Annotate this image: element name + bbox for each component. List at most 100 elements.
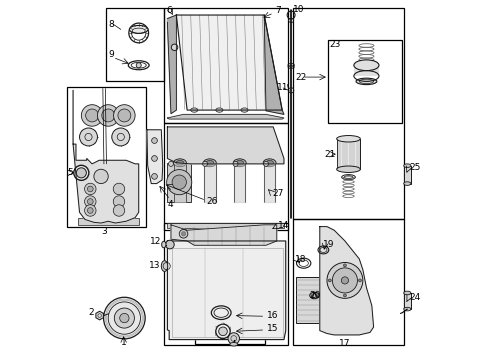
Circle shape <box>172 175 186 189</box>
Polygon shape <box>176 15 282 110</box>
Text: 1: 1 <box>121 338 126 347</box>
Text: 21: 21 <box>324 150 335 159</box>
Text: 22: 22 <box>295 73 306 82</box>
Ellipse shape <box>353 60 378 71</box>
Ellipse shape <box>218 327 227 336</box>
Text: 20: 20 <box>309 291 321 300</box>
Ellipse shape <box>241 108 247 112</box>
Ellipse shape <box>176 161 183 165</box>
Ellipse shape <box>263 159 276 167</box>
Circle shape <box>358 279 361 282</box>
Circle shape <box>94 169 108 184</box>
Text: 27: 27 <box>271 189 283 198</box>
Ellipse shape <box>215 108 223 112</box>
Ellipse shape <box>136 63 141 68</box>
Bar <box>404 166 410 184</box>
Circle shape <box>165 240 174 249</box>
Polygon shape <box>167 15 176 114</box>
Text: 24: 24 <box>408 293 420 302</box>
Text: 4: 4 <box>167 199 173 208</box>
Text: 19: 19 <box>323 240 334 249</box>
Circle shape <box>151 138 157 143</box>
Polygon shape <box>167 241 285 339</box>
Circle shape <box>328 279 330 282</box>
Bar <box>167 163 190 202</box>
Circle shape <box>168 161 173 166</box>
Ellipse shape <box>336 166 360 172</box>
Bar <box>78 218 139 225</box>
Bar <box>195 303 265 343</box>
Text: 9: 9 <box>108 50 114 59</box>
Ellipse shape <box>265 161 273 165</box>
Polygon shape <box>147 130 163 184</box>
Circle shape <box>166 170 191 195</box>
Ellipse shape <box>235 161 243 165</box>
Circle shape <box>103 297 145 339</box>
Ellipse shape <box>403 291 410 295</box>
Bar <box>353 65 378 76</box>
Circle shape <box>102 109 115 122</box>
Ellipse shape <box>161 261 167 271</box>
Circle shape <box>87 199 93 204</box>
Polygon shape <box>319 226 373 335</box>
Ellipse shape <box>190 108 198 112</box>
Circle shape <box>84 205 96 216</box>
Bar <box>172 248 282 337</box>
Bar <box>106 8 163 81</box>
Circle shape <box>113 105 135 126</box>
Ellipse shape <box>229 342 237 346</box>
Circle shape <box>84 183 96 195</box>
Circle shape <box>202 161 207 166</box>
Ellipse shape <box>74 165 89 180</box>
Circle shape <box>87 186 93 192</box>
Ellipse shape <box>171 44 178 50</box>
Bar <box>336 139 360 169</box>
Text: 6: 6 <box>166 6 172 15</box>
Circle shape <box>343 294 346 297</box>
Text: 16: 16 <box>266 311 278 320</box>
Text: 23: 23 <box>329 40 341 49</box>
Ellipse shape <box>76 168 86 178</box>
Text: 15: 15 <box>266 324 278 333</box>
Circle shape <box>227 333 239 344</box>
Circle shape <box>113 205 124 216</box>
Polygon shape <box>174 163 185 202</box>
Circle shape <box>332 268 357 293</box>
Text: 5: 5 <box>67 168 73 177</box>
Circle shape <box>233 161 238 166</box>
Circle shape <box>326 262 362 298</box>
Polygon shape <box>96 311 103 320</box>
Circle shape <box>81 105 102 126</box>
Ellipse shape <box>403 307 410 311</box>
Polygon shape <box>167 114 284 119</box>
Polygon shape <box>264 163 275 202</box>
Text: 2: 2 <box>88 308 94 317</box>
Bar <box>292 8 403 220</box>
Polygon shape <box>167 127 284 164</box>
Text: 3: 3 <box>101 228 106 237</box>
Bar <box>404 293 410 309</box>
Text: 25: 25 <box>408 163 420 172</box>
Circle shape <box>80 128 97 146</box>
Circle shape <box>114 308 134 328</box>
Text: 13: 13 <box>149 261 161 270</box>
Circle shape <box>181 231 185 236</box>
Polygon shape <box>73 90 139 223</box>
Circle shape <box>263 161 268 166</box>
Circle shape <box>112 128 129 146</box>
Circle shape <box>341 277 348 284</box>
Circle shape <box>113 196 124 207</box>
Bar <box>295 277 319 323</box>
Text: 14: 14 <box>277 221 288 230</box>
Text: 17: 17 <box>339 339 350 348</box>
Bar <box>163 123 287 230</box>
Circle shape <box>85 109 99 122</box>
Bar <box>327 40 401 123</box>
Circle shape <box>151 174 157 179</box>
Circle shape <box>87 208 93 213</box>
Bar <box>163 8 287 123</box>
Bar <box>163 223 287 345</box>
Ellipse shape <box>355 78 376 85</box>
Circle shape <box>97 105 119 126</box>
Ellipse shape <box>162 241 165 248</box>
